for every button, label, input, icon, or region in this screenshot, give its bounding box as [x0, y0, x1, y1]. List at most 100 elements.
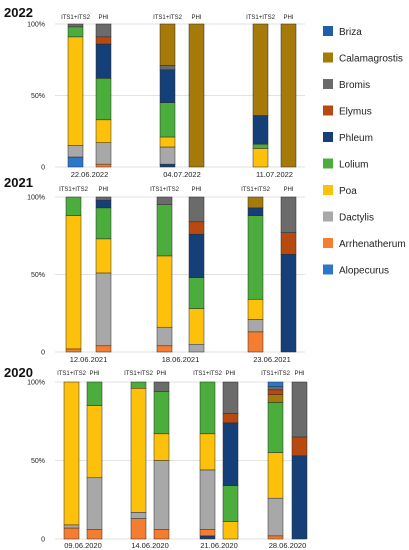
y-tick-label: 50%	[31, 272, 45, 279]
bar-segment-poa	[67, 36, 84, 146]
legend-label: Arrhenatherum	[339, 239, 406, 250]
legend-label: Bromis	[339, 80, 370, 91]
column-label: ITS1+ITS2	[124, 371, 154, 377]
legend-label: Dactylis	[339, 213, 374, 224]
legend-swatch	[323, 211, 333, 222]
bar-segment-arrhenatherum	[63, 527, 80, 540]
bar-segment-poa	[156, 255, 173, 328]
legend-item: Dactylis	[323, 211, 374, 224]
bar-segment-phleum	[247, 207, 264, 216]
column-label: ITS1+ITS2	[241, 187, 271, 193]
legend-swatch	[323, 185, 333, 195]
bar-segment-lolium	[95, 78, 112, 121]
column-label: PHI	[89, 371, 99, 377]
bar-segment-lolium	[156, 204, 173, 257]
column-label: PHI	[191, 15, 201, 21]
bar-segment-bromis	[222, 381, 239, 414]
date-label: 21.06.2020	[200, 541, 238, 550]
legend-label: Lolium	[339, 160, 368, 171]
bar-segment-alopecurus	[67, 156, 84, 168]
date-label: 12.06.2021	[70, 355, 108, 364]
bar-segment-poa	[65, 215, 82, 350]
column-label: PHI	[283, 187, 293, 193]
y-tick-label: 0	[41, 537, 45, 544]
legend-item: Elymus	[323, 105, 372, 118]
bar-segment-dactylis	[247, 319, 264, 333]
bar-segment-poa	[95, 119, 112, 143]
bar-segment-poa	[222, 521, 239, 540]
bar-segment-dactylis	[86, 477, 103, 530]
column-label: PHI	[98, 15, 108, 21]
bar-segment-calamagrostis	[247, 196, 264, 209]
bar-segment-poa	[267, 452, 284, 499]
column-label: PHI	[225, 371, 235, 377]
date-label: 18.06.2021	[162, 355, 200, 364]
date-label: 14.06.2020	[131, 541, 169, 550]
legend-swatch	[323, 238, 333, 248]
bar-segment-dactylis	[130, 512, 147, 519]
bar-segment-calamagrostis	[280, 23, 297, 168]
bar-segment-elymus	[267, 389, 284, 395]
y-tick-label: 0	[41, 350, 45, 357]
bar-segment-poa	[86, 405, 103, 479]
legend-swatch	[323, 158, 333, 169]
bar-segment-lolium	[252, 143, 269, 149]
bar-segment-lolium	[153, 391, 170, 435]
date-label: 22.06.2022	[71, 170, 109, 179]
bar-segment-dactylis	[95, 142, 112, 165]
bar-segment-dactylis	[159, 146, 176, 165]
legend-label: Elymus	[339, 107, 372, 118]
bar-segment-lolium	[95, 207, 112, 240]
bar-segment-elymus	[95, 36, 112, 45]
bar-segment-dactylis	[156, 326, 173, 347]
bar-segment-phleum	[222, 422, 239, 486]
bar-segment-dactylis	[188, 344, 205, 353]
date-label: 04.07.2022	[163, 170, 201, 179]
legend-label: Alopecurus	[339, 266, 389, 277]
bar-segment-bromis	[95, 23, 112, 38]
panel-2022: 2022 0 50% 100% ITS1+ITS2 PHI 22.06.2022 ITS1+I…	[4, 5, 305, 179]
bar-segment-lolium	[130, 381, 147, 389]
bar-segment-poa	[153, 433, 170, 461]
column-label: PHI	[191, 187, 201, 193]
legend-swatch	[323, 79, 333, 89]
bar-segment-poa	[252, 148, 269, 168]
bar-segment-arrhenatherum	[156, 345, 173, 353]
bar-segment-arrhenatherum	[95, 345, 112, 353]
bar-segment-bromis	[159, 65, 176, 71]
column-label: ITS1+ITS2	[57, 371, 87, 377]
column-label: PHI	[156, 371, 166, 377]
bar-segment-phleum	[291, 455, 308, 540]
panel-title: 2022	[4, 5, 33, 20]
bar-segment-dactylis	[95, 272, 112, 347]
bar-segment-calamagrostis	[188, 23, 205, 168]
bar-segment-arrhenatherum	[86, 529, 103, 540]
bar-segment-phleum	[159, 163, 176, 168]
bar-segment-arrhenatherum	[247, 331, 264, 353]
legend-swatch	[323, 52, 333, 63]
legend-label: Phleum	[339, 133, 373, 144]
bar-segment-calamagrostis	[252, 23, 269, 116]
column-label: ITS1+ITS2	[150, 187, 180, 193]
bar-segment-phleum	[199, 535, 216, 540]
legend-swatch	[323, 105, 333, 116]
legend: Briza Calamagrostis Bromis Elymus Phleum Loli…	[323, 26, 406, 277]
bar-segment-bromis	[67, 23, 84, 28]
date-label: 28.06.2020	[269, 541, 307, 550]
bar-segment-arrhenatherum	[130, 518, 147, 540]
column-label: PHI	[283, 15, 293, 21]
legend-item: Alopecurus	[323, 264, 389, 277]
bar-segment-dactylis	[199, 469, 216, 530]
bar-segment-phleum	[188, 233, 205, 278]
bar-segment-phleum	[95, 199, 112, 209]
date-label: 23.06.2021	[253, 355, 291, 364]
bar-segment-bromis	[95, 196, 112, 201]
bar-segment-lolium	[267, 402, 284, 453]
legend-swatch	[323, 264, 333, 275]
bar-segment-lolium	[86, 381, 103, 406]
bar-segment-poa	[159, 136, 176, 148]
bar-segment-phleum	[95, 43, 112, 79]
column-label: ITS1+ITS2	[261, 371, 291, 377]
legend-item: Phleum	[323, 132, 373, 144]
